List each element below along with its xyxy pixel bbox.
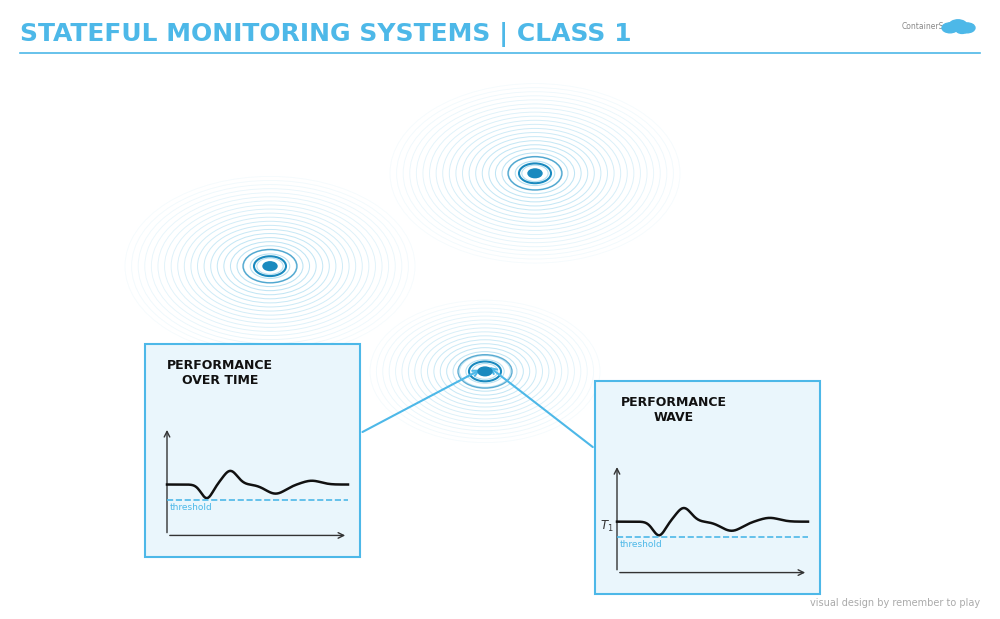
Text: PERFORMANCE
OVER TIME: PERFORMANCE OVER TIME	[167, 359, 273, 387]
Circle shape	[956, 26, 968, 33]
Circle shape	[942, 23, 958, 33]
Text: visual design by remember to play: visual design by remember to play	[810, 598, 980, 608]
Circle shape	[959, 23, 975, 33]
Text: PERFORMANCE
WAVE: PERFORMANCE WAVE	[621, 396, 727, 424]
Circle shape	[478, 367, 492, 376]
Bar	[145, 344, 360, 557]
Circle shape	[949, 20, 967, 31]
Text: $T_1$: $T_1$	[600, 519, 614, 534]
Circle shape	[263, 262, 277, 271]
Bar	[595, 381, 820, 594]
Text: threshold: threshold	[170, 503, 213, 512]
Text: ContainerSolutions: ContainerSolutions	[902, 22, 975, 31]
Text: STATEFUL MONITORING SYSTEMS | CLASS 1: STATEFUL MONITORING SYSTEMS | CLASS 1	[20, 22, 632, 46]
Circle shape	[528, 169, 542, 178]
Text: threshold: threshold	[620, 540, 663, 549]
